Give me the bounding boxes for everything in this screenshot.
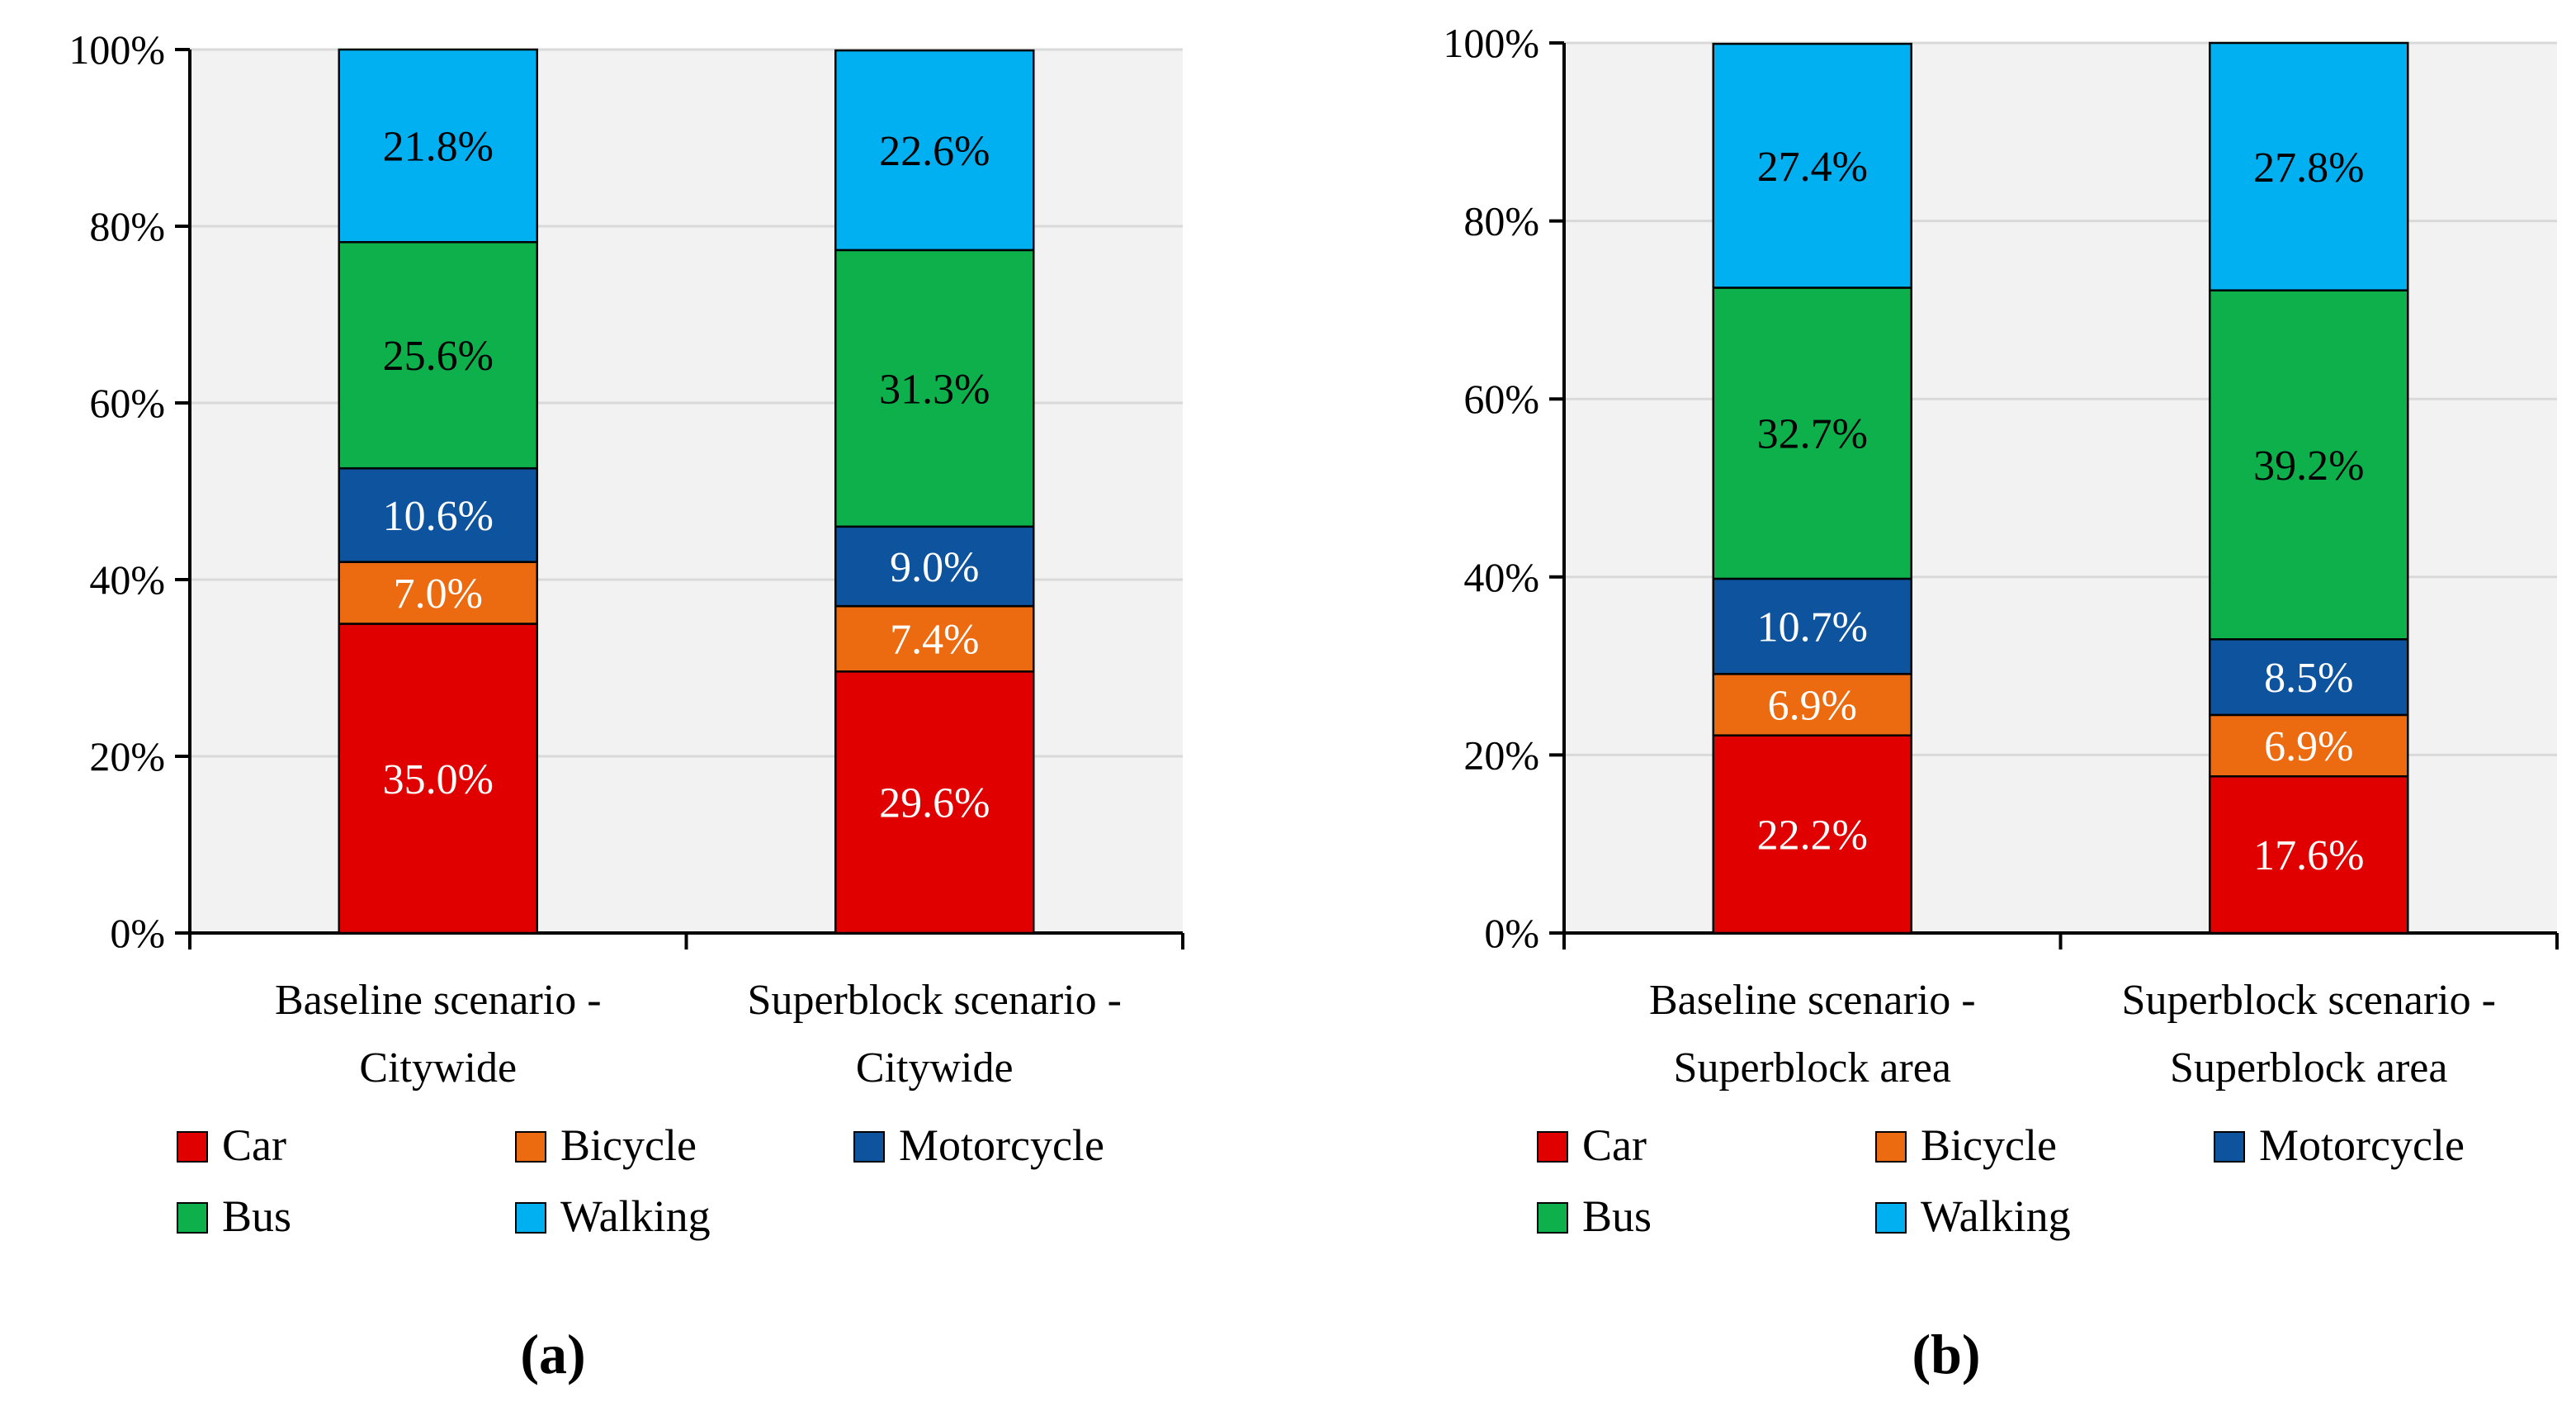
bar-bicycle-1	[1712, 673, 1912, 736]
data-label-car: 17.6%	[2253, 832, 2364, 879]
y-tick-label: 100%	[1443, 20, 1539, 66]
chart-panel-b: 0% 20% 40% 60% 80% 100% 22.2% 6.9% 10.7% 32.7% 27.…	[1443, 20, 2559, 1385]
y-tick-label: 0%	[1484, 910, 1539, 956]
panel-label-b: (b)	[1912, 1323, 1980, 1385]
bar-bicycle-2	[2209, 713, 2409, 778]
legend-swatch-car	[177, 1131, 208, 1163]
data-label-walking: 22.6%	[879, 128, 990, 175]
bar-walking-1	[338, 48, 538, 244]
data-label-car: 35.0%	[383, 756, 494, 803]
legend-label-bus: Bus	[222, 1191, 291, 1241]
legend-swatch-walking	[1875, 1202, 1907, 1234]
legend-label-bus: Bus	[1582, 1191, 1652, 1241]
bar-bicycle-1	[338, 561, 538, 625]
bar-car-1	[1712, 734, 1912, 935]
y-tick-label: 80%	[1463, 198, 1539, 244]
data-label-bicycle: 7.0%	[394, 571, 483, 618]
data-label-bicycle: 7.4%	[890, 617, 979, 664]
y-tick-label: 20%	[89, 733, 165, 779]
bar-bicycle-2	[834, 604, 1035, 673]
data-label-bus: 39.2%	[2253, 443, 2364, 490]
y-tick-label: 40%	[89, 556, 165, 603]
legend-label-car: Car	[1582, 1120, 1647, 1170]
data-label-bus: 25.6%	[383, 333, 494, 380]
legend-swatch-bicycle	[515, 1131, 546, 1163]
legend-label-motorcycle: Motorcycle	[899, 1120, 1104, 1170]
data-label-motorcycle: 10.7%	[1757, 604, 1868, 651]
data-label-motorcycle: 10.6%	[383, 493, 494, 540]
bar-walking-2	[2209, 41, 2409, 291]
legend-swatch-bus	[1537, 1202, 1568, 1234]
x-category-label: Citywide	[856, 1044, 1014, 1092]
legend-label-bicycle: Bicycle	[560, 1120, 697, 1170]
legend-swatch-motorcycle	[853, 1131, 885, 1163]
chart-panel-a: 0% 20% 40% 60% 80% 100% 35.0% 7.0% 10.6% 25.6% 21.…	[69, 26, 1184, 1385]
x-category-label: Superblock scenario -	[748, 977, 1122, 1024]
panel-label-a: (a)	[520, 1323, 585, 1385]
data-label-bicycle: 6.9%	[1768, 682, 1857, 729]
legend-swatch-motorcycle	[2214, 1131, 2245, 1163]
data-label-walking: 27.8%	[2253, 144, 2364, 192]
y-tick-label: 0%	[110, 910, 165, 956]
bar-motorcycle-1	[1712, 577, 1912, 675]
x-category-label: Citywide	[359, 1044, 517, 1092]
x-category-label: Baseline scenario -	[1649, 977, 1976, 1024]
bar-bus-1	[338, 241, 538, 470]
data-label-motorcycle: 9.0%	[890, 544, 979, 591]
legend-swatch-walking	[515, 1202, 546, 1234]
legend-label-bicycle: Bicycle	[1921, 1120, 2057, 1170]
legend-label-car: Car	[222, 1120, 286, 1170]
data-label-bus: 32.7%	[1757, 411, 1868, 458]
bar-motorcycle-2	[2209, 638, 2409, 717]
y-tick-label: 60%	[89, 380, 165, 426]
legend-label-motorcycle: Motorcycle	[2259, 1120, 2465, 1170]
legend-swatch-car	[1537, 1131, 1568, 1163]
bar-car-2	[2209, 775, 2409, 935]
legend-swatch-bus	[177, 1202, 208, 1234]
bar-motorcycle-2	[834, 525, 1035, 608]
bar-bus-2	[2209, 289, 2409, 641]
bar-walking-1	[1712, 42, 1912, 289]
y-tick-label: 60%	[1463, 376, 1539, 422]
x-category-label: Superblock area	[2170, 1044, 2447, 1092]
y-tick-label: 40%	[1463, 554, 1539, 600]
bar-car-2	[834, 670, 1035, 935]
y-tick-label: 80%	[89, 203, 165, 249]
data-label-walking: 21.8%	[383, 124, 494, 171]
legend-swatch-bicycle	[1875, 1131, 1907, 1163]
data-label-bus: 31.3%	[879, 366, 990, 413]
legend-label-walking: Walking	[1921, 1191, 2071, 1241]
data-label-bicycle: 6.9%	[2264, 723, 2353, 770]
bar-bus-2	[834, 249, 1035, 528]
x-category-label: Superblock scenario -	[2122, 977, 2496, 1024]
y-tick-label: 20%	[1463, 732, 1539, 778]
x-category-label: Baseline scenario -	[275, 977, 602, 1024]
bar-walking-2	[834, 49, 1035, 252]
legend-label-walking: Walking	[560, 1191, 711, 1241]
data-label-walking: 27.4%	[1757, 144, 1868, 191]
bar-motorcycle-1	[338, 466, 538, 563]
x-category-label: Superblock area	[1674, 1044, 1951, 1092]
y-tick-label: 100%	[69, 26, 165, 73]
data-label-motorcycle: 8.5%	[2264, 655, 2353, 702]
data-label-car: 29.6%	[879, 780, 990, 827]
data-label-car: 22.2%	[1757, 812, 1868, 859]
bar-bus-1	[1712, 287, 1912, 580]
